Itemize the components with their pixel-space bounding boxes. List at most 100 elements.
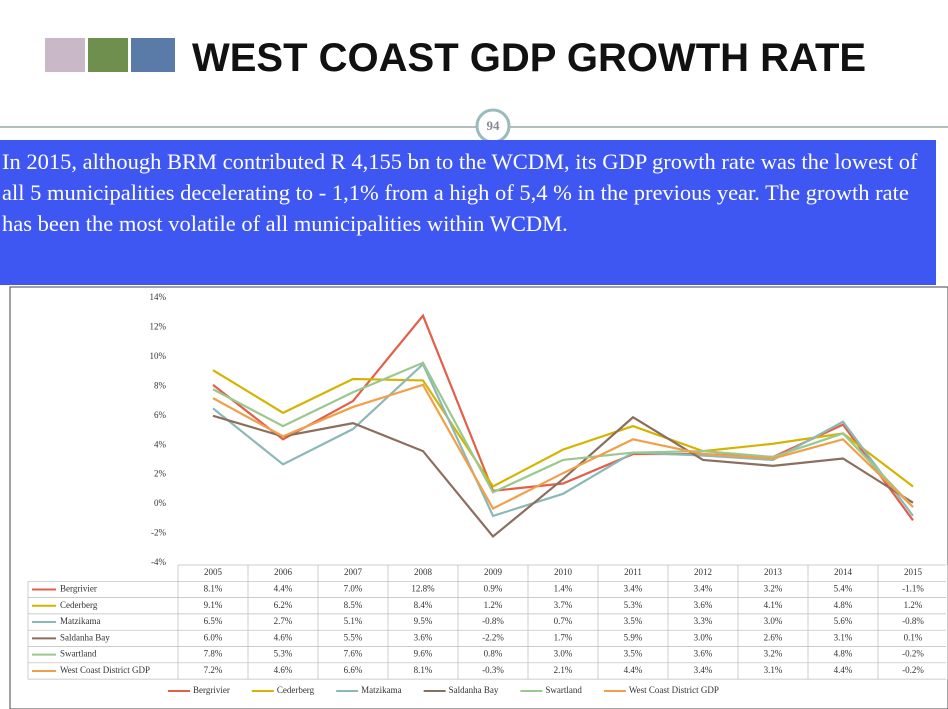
- y-tick-label: 8%: [154, 380, 167, 390]
- table-cell: 7.2%: [204, 665, 223, 675]
- page-number: 94: [487, 118, 501, 133]
- table-cell: 3.7%: [554, 600, 573, 610]
- table-cell: 3.0%: [764, 616, 783, 626]
- row-label: Matzikama: [60, 616, 100, 626]
- x-tick-label: 2009: [484, 567, 503, 577]
- row-label: Saldanha Bay: [60, 632, 110, 642]
- table-cell: 2.1%: [554, 665, 573, 675]
- table-cell: 4.8%: [834, 600, 853, 610]
- table-cell: 12.8%: [411, 584, 435, 594]
- table-cell: 0.8%: [484, 649, 503, 659]
- table-cell: 4.6%: [274, 632, 293, 642]
- table-cell: 2.7%: [274, 616, 293, 626]
- series-line: [212, 383, 914, 510]
- table-cell: 4.8%: [834, 649, 853, 659]
- table-cell: 5.6%: [834, 616, 853, 626]
- x-tick-label: 2010: [554, 567, 573, 577]
- table-cell: 5.3%: [274, 649, 293, 659]
- table-cell: 4.4%: [834, 665, 853, 675]
- y-tick-label: 4%: [154, 439, 167, 449]
- table-cell: 0.1%: [904, 632, 923, 642]
- table-cell: 1.2%: [904, 600, 923, 610]
- table-cell: 6.0%: [204, 632, 223, 642]
- table-cell: -1.1%: [902, 584, 924, 594]
- table-cell: 5.4%: [834, 584, 853, 594]
- title: WEST COAST GDP GROWTH RATE: [192, 36, 867, 80]
- x-tick-label: 2012: [694, 567, 712, 577]
- row-label: Bergrivier: [60, 584, 97, 594]
- table-cell: 3.6%: [694, 600, 713, 610]
- table-cell: 3.2%: [764, 584, 783, 594]
- legend-label: Matzikama: [361, 685, 401, 695]
- table-cell: 8.5%: [344, 600, 363, 610]
- x-tick-label: 2007: [344, 567, 363, 577]
- legend-label: Cederberg: [277, 685, 315, 695]
- table-cell: 8.1%: [414, 665, 433, 675]
- table-cell: 0.7%: [554, 616, 573, 626]
- table-cell: 3.6%: [414, 632, 433, 642]
- table-cell: 3.3%: [694, 616, 713, 626]
- table-cell: 4.4%: [274, 584, 293, 594]
- y-tick-label: 2%: [154, 469, 167, 479]
- table-cell: 3.0%: [694, 632, 713, 642]
- table-cell: 0.9%: [484, 584, 503, 594]
- table-cell: 7.0%: [344, 584, 363, 594]
- y-tick-label: 12%: [150, 322, 167, 332]
- table-cell: 1.2%: [484, 600, 503, 610]
- x-tick-label: 2013: [764, 567, 783, 577]
- x-tick-label: 2015: [904, 567, 923, 577]
- table-cell: 5.3%: [624, 600, 643, 610]
- y-tick-label: -2%: [151, 528, 166, 538]
- summary: In 2015, although BRM contributed R 4,15…: [0, 140, 936, 285]
- table-cell: 3.5%: [624, 649, 643, 659]
- table-cell: 3.0%: [554, 649, 573, 659]
- legend-label: West Coast District GDP: [629, 685, 719, 695]
- series-line: [212, 414, 914, 539]
- table-cell: 5.1%: [344, 616, 363, 626]
- x-tick-label: 2011: [624, 567, 642, 577]
- table-cell: 5.9%: [624, 632, 643, 642]
- table-cell: 1.7%: [554, 632, 573, 642]
- icon: [88, 38, 128, 72]
- row-label: West Coast District GDP: [60, 665, 150, 675]
- table-cell: 2.6%: [764, 632, 783, 642]
- table-cell: 9.5%: [414, 616, 433, 626]
- table-cell: 9.1%: [204, 600, 223, 610]
- table-cell: 7.6%: [344, 649, 363, 659]
- series-line: [212, 361, 914, 508]
- table-cell: -0.8%: [482, 616, 504, 626]
- table-cell: 3.4%: [624, 584, 643, 594]
- row-label: Cederberg: [60, 600, 98, 610]
- legend-label: Saldanha Bay: [449, 685, 499, 695]
- legend-label: Bergrivier: [193, 685, 230, 695]
- table-cell: -0.2%: [902, 665, 924, 675]
- table-cell: 3.4%: [694, 665, 713, 675]
- table-cell: 3.1%: [834, 632, 853, 642]
- x-tick-label: 2006: [274, 567, 293, 577]
- table-cell: -0.2%: [902, 649, 924, 659]
- table-cell: 8.1%: [204, 584, 223, 594]
- icon: [45, 38, 85, 72]
- table-cell: 9.6%: [414, 649, 433, 659]
- table-cell: 6.2%: [274, 600, 293, 610]
- series-line: [212, 369, 914, 488]
- table-cell: 4.6%: [274, 665, 293, 675]
- icon: [131, 38, 175, 72]
- x-tick-label: 2008: [414, 567, 433, 577]
- table-cell: 3.2%: [764, 649, 783, 659]
- table-cell: 6.6%: [344, 665, 363, 675]
- table-cell: 5.5%: [344, 632, 363, 642]
- table-cell: 4.1%: [764, 600, 783, 610]
- table-cell: 4.4%: [624, 665, 643, 675]
- table-cell: 1.4%: [554, 584, 573, 594]
- table-cell: 3.5%: [624, 616, 643, 626]
- table-cell: 8.4%: [414, 600, 433, 610]
- table-cell: -0.3%: [482, 665, 504, 675]
- y-tick-label: 10%: [150, 351, 167, 361]
- table-cell: -2.2%: [482, 632, 504, 642]
- y-tick-label: -4%: [151, 557, 166, 567]
- table-cell: 6.5%: [204, 616, 223, 626]
- x-tick-label: 2014: [834, 567, 853, 577]
